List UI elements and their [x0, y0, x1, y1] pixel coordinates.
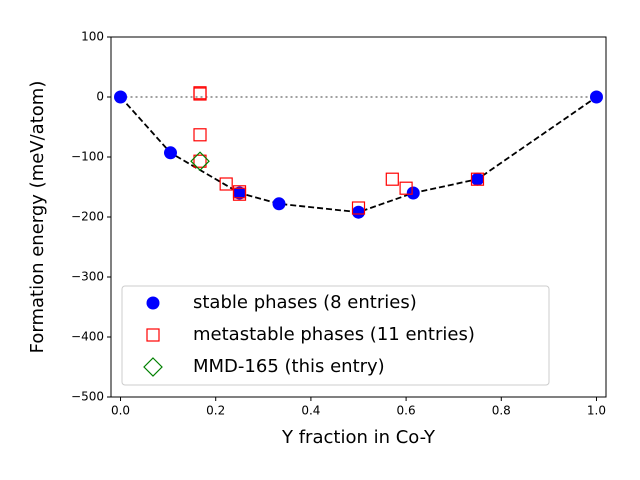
y-tick-label: −200 [71, 210, 104, 224]
point [233, 186, 247, 200]
point [232, 187, 247, 201]
y-tick-label: 100 [81, 30, 104, 44]
plot-frame [110, 36, 607, 398]
legend-box [121, 285, 550, 386]
point [406, 186, 420, 200]
point [163, 146, 177, 160]
x-tick-label: 0.0 [111, 404, 130, 418]
legend-label: stable phases (8 entries) [193, 292, 417, 313]
point [399, 181, 413, 195]
point [470, 172, 484, 186]
y-tick-label: −100 [71, 150, 104, 164]
legend-label: metastable phases (11 entries) [193, 324, 475, 345]
x-axis-label: Y fraction in Co-Y [281, 427, 436, 448]
y-tick-label: −400 [71, 330, 104, 344]
point [272, 197, 286, 211]
x-tick-label: 1.0 [587, 404, 606, 418]
point [219, 177, 233, 191]
point [351, 201, 366, 215]
point [470, 172, 485, 186]
point [114, 90, 128, 104]
point [589, 90, 603, 104]
y-tick-label: −500 [71, 390, 104, 404]
point [193, 154, 207, 168]
hull-line [119, 96, 597, 214]
point [385, 172, 399, 186]
x-tick-label: 0.4 [301, 404, 320, 418]
legend-marker [143, 357, 163, 377]
point [193, 87, 207, 101]
legend-marker [146, 296, 160, 310]
x-tick-label: 0.8 [492, 404, 511, 418]
y-tick-label: 0 [96, 90, 104, 104]
legend-marker [146, 328, 160, 342]
y-tick-label: −300 [71, 270, 104, 284]
legend-label: MMD-165 (this entry) [193, 356, 385, 377]
point [193, 128, 207, 142]
point [352, 205, 365, 219]
x-tick-label: 0.2 [206, 404, 225, 418]
point [190, 151, 210, 172]
x-tick-label: 0.6 [397, 404, 416, 418]
y-axis-label: Formation energy (meV/atom) [27, 81, 48, 354]
legend: stable phases (8 entries) metastable phas… [121, 285, 550, 386]
